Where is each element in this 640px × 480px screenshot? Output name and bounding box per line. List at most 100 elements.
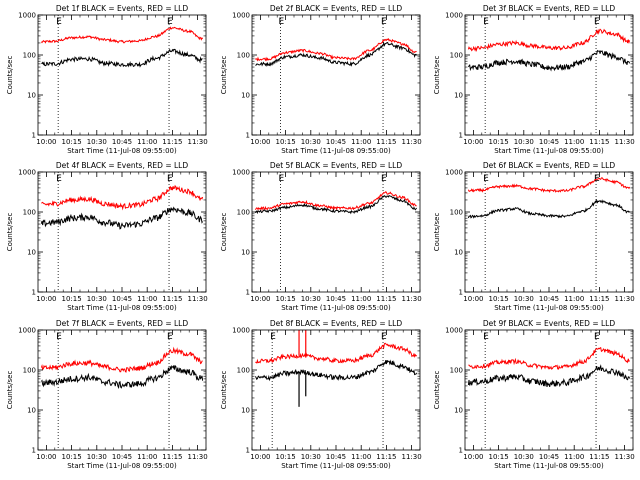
panel-title: Det 7f BLACK = Events, RED = LLD: [56, 319, 189, 328]
events-series-line: [41, 48, 203, 68]
x-tick-label: 10:15: [276, 138, 296, 146]
y-tick-label: 1: [32, 289, 36, 297]
event-marker-label: E: [483, 17, 489, 27]
events-series-line: [467, 49, 631, 72]
events-series-line: [40, 206, 204, 230]
y-tick-label: 100: [237, 209, 250, 217]
x-tick-label: 11:30: [615, 453, 635, 461]
x-tick-label: 10:00: [250, 295, 270, 303]
x-tick-label: 11:00: [137, 453, 157, 461]
x-tick-label: 11:15: [589, 138, 609, 146]
lld-series-line: [41, 184, 204, 211]
chart-panel: Det 4f BLACK = Events, RED = LLD Counts/s…: [6, 161, 208, 312]
y-tick-label: 10: [27, 92, 36, 100]
event-marker-label: E: [381, 332, 387, 342]
panel-title: Det 2f BLACK = Events, RED = LLD: [270, 4, 403, 13]
event-marker-label: E: [56, 332, 62, 342]
x-tick-label: 11:15: [162, 295, 182, 303]
x-tick-label: 11:00: [564, 138, 584, 146]
y-tick-label: 100: [23, 209, 36, 217]
y-tick-label: 1: [246, 447, 250, 455]
x-axis-label: Start Time (11-Jul-08 09:55:00): [281, 147, 391, 155]
x-tick-label: 10:00: [463, 138, 483, 146]
series-group: [40, 346, 204, 389]
x-tick-label: 11:30: [402, 453, 422, 461]
y-tick-label: 1000: [232, 12, 250, 20]
lld-series-line: [41, 26, 204, 44]
series-group: [41, 26, 204, 68]
x-tick-label: 11:30: [188, 295, 208, 303]
events-series-line: [467, 364, 631, 388]
panel-title: Det 3f BLACK = Events, RED = LLD: [483, 4, 616, 13]
y-tick-label: 100: [237, 52, 250, 60]
event-marker-label: E: [270, 332, 276, 342]
y-tick-label: 1000: [18, 169, 36, 177]
x-tick-label: 11:15: [589, 453, 609, 461]
x-tick-label: 10:00: [250, 453, 270, 461]
x-tick-label: 10:15: [62, 295, 82, 303]
y-axis-label: Counts/sec: [433, 213, 441, 252]
y-tick-label: 100: [450, 209, 463, 217]
x-tick-label: 10:00: [463, 453, 483, 461]
y-tick-label: 100: [450, 52, 463, 60]
x-tick-label: 11:15: [162, 138, 182, 146]
chart-panel: Det 5f BLACK = Events, RED = LLD Counts/s…: [220, 161, 422, 312]
event-marker-label: E: [167, 174, 173, 184]
y-tick-label: 1000: [232, 327, 250, 335]
y-tick-label: 1000: [232, 169, 250, 177]
x-axis-label: Start Time (11-Jul-08 09:55:00): [281, 304, 391, 312]
x-tick-label: 10:15: [276, 295, 296, 303]
event-marker-label: E: [167, 332, 173, 342]
x-tick-label: 10:15: [276, 453, 296, 461]
chart-panel: Det 9f BLACK = Events, RED = LLD Counts/s…: [433, 319, 635, 470]
x-tick-label: 10:45: [112, 295, 132, 303]
events-series-line: [255, 41, 417, 67]
x-tick-label: 11:30: [402, 295, 422, 303]
y-axis-label: Counts/sec: [220, 371, 228, 410]
x-tick-label: 11:30: [188, 453, 208, 461]
x-tick-label: 11:15: [589, 295, 609, 303]
chart-panel: Det 6f BLACK = Events, RED = LLD Counts/s…: [433, 161, 635, 312]
chart-panel: Det 1f BLACK = Events, RED = LLD Counts/s…: [6, 4, 208, 155]
lld-series-line: [467, 177, 631, 193]
event-marker-label: E: [381, 17, 387, 27]
panel-title: Det 8f BLACK = Events, RED = LLD: [270, 319, 403, 328]
x-axis-label: Start Time (11-Jul-08 09:55:00): [67, 462, 177, 470]
chart-panel: Det 7f BLACK = Events, RED = LLD Counts/s…: [6, 319, 208, 470]
event-marker-label: E: [594, 332, 600, 342]
events-series-line: [41, 364, 204, 389]
x-tick-label: 10:00: [36, 295, 56, 303]
y-tick-label: 1: [459, 447, 463, 455]
x-tick-label: 10:30: [514, 295, 534, 303]
series-group: [254, 191, 417, 215]
y-tick-label: 1: [459, 289, 463, 297]
events-series-line: [254, 359, 418, 382]
series-group: [40, 184, 204, 230]
x-tick-label: 10:45: [326, 295, 346, 303]
event-marker-label: E: [167, 17, 173, 27]
y-tick-label: 10: [454, 92, 463, 100]
x-axis-label: Start Time (11-Jul-08 09:55:00): [281, 462, 391, 470]
x-tick-label: 10:15: [62, 453, 82, 461]
y-tick-label: 100: [450, 367, 463, 375]
y-tick-label: 1000: [445, 327, 463, 335]
chart-panel: Det 2f BLACK = Events, RED = LLD Counts/s…: [220, 4, 422, 155]
x-tick-label: 11:30: [615, 295, 635, 303]
y-tick-label: 1: [459, 132, 463, 140]
x-axis-label: Start Time (11-Jul-08 09:55:00): [67, 304, 177, 312]
y-tick-label: 1000: [445, 169, 463, 177]
x-tick-label: 10:30: [301, 453, 321, 461]
x-tick-label: 10:45: [326, 453, 346, 461]
x-tick-label: 10:30: [87, 295, 107, 303]
panel-title: Det 1f BLACK = Events, RED = LLD: [56, 4, 189, 13]
y-tick-label: 10: [454, 249, 463, 257]
x-tick-label: 10:45: [539, 295, 559, 303]
event-marker-label: E: [594, 17, 600, 27]
event-marker-label: E: [279, 174, 285, 184]
x-tick-label: 10:00: [250, 138, 270, 146]
x-tick-label: 10:15: [62, 138, 82, 146]
y-tick-label: 10: [27, 249, 36, 257]
x-tick-label: 11:00: [137, 138, 157, 146]
lld-series-line: [255, 342, 417, 364]
x-tick-label: 11:00: [351, 138, 371, 146]
